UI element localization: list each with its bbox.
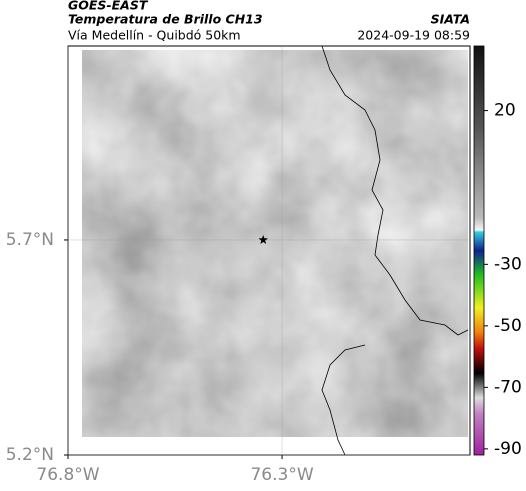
location-marker [258, 235, 268, 244]
x-tick-label: 76.3°W [250, 465, 313, 485]
colorbar-tick-label: 20 [494, 101, 516, 121]
header-title: GOES-EAST [68, 0, 149, 13]
header-subtitle: Temperatura de Brillo CH13 [68, 12, 263, 27]
header-datetime: 2024-09-19 08:59 [357, 28, 470, 43]
header-location: Vía Medellín - Quibdó 50km [68, 28, 241, 43]
colorbar-tick-label: -30 [494, 254, 522, 274]
colorbar-tick-label: -90 [494, 439, 522, 459]
colorbar-tick-label: -50 [494, 316, 522, 336]
borders [321, 45, 469, 456]
header-source: SIATA [431, 12, 470, 27]
colorbar-tick-label: -70 [494, 377, 522, 397]
y-tick-label: 5.7°N [6, 230, 54, 250]
x-tick-label: 76.8°W [36, 465, 99, 485]
cloud-texture [82, 50, 468, 437]
border-line [321, 45, 469, 336]
y-tick-label: 5.2°N [6, 445, 54, 465]
brightness-field [82, 50, 468, 437]
colorbar [473, 45, 485, 456]
border-line [321, 344, 366, 456]
